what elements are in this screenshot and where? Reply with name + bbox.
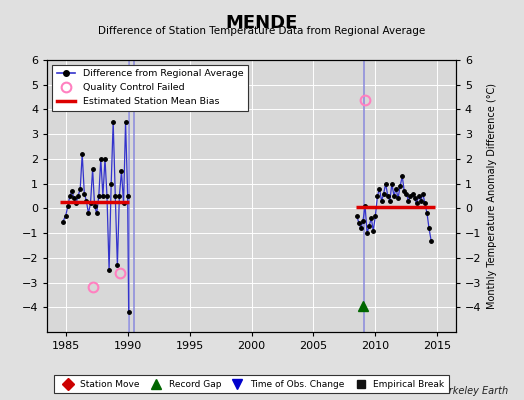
Text: Difference of Station Temperature Data from Regional Average: Difference of Station Temperature Data f…: [99, 26, 425, 36]
Legend: Difference from Regional Average, Quality Control Failed, Estimated Station Mean: Difference from Regional Average, Qualit…: [52, 65, 248, 111]
Text: MENDE: MENDE: [226, 14, 298, 32]
Legend: Station Move, Record Gap, Time of Obs. Change, Empirical Break: Station Move, Record Gap, Time of Obs. C…: [54, 376, 449, 394]
Text: Berkeley Earth: Berkeley Earth: [436, 386, 508, 396]
Y-axis label: Monthly Temperature Anomaly Difference (°C): Monthly Temperature Anomaly Difference (…: [487, 83, 497, 309]
